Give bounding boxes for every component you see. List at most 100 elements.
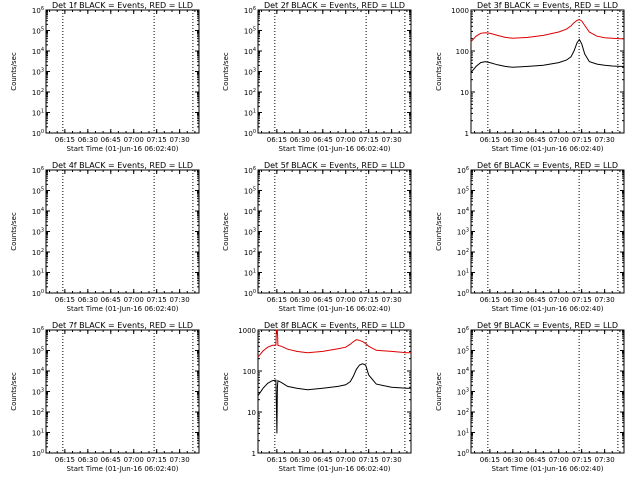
y-tick-exponent: 5 [41,347,44,353]
x-tick-label: 07:15 [359,296,379,304]
y-tick-label: 104 [457,207,469,216]
y-tick-exponent: 6 [466,166,469,172]
x-tick-label: 07:00 [549,456,569,464]
y-tick-exponent: 5 [466,347,469,353]
x-tick-label: 07:00 [124,136,144,144]
y-tick-label: 102 [32,248,44,257]
x-tick-label: 07:00 [336,296,356,304]
y-tick-label: 104 [457,367,469,376]
y-tick-exponent: 2 [41,248,44,254]
y-tick-base: 10 [457,249,466,257]
y-tick-base: 10 [457,348,466,356]
y-tick-label: 106 [32,6,44,15]
y-tick-label: 102 [457,408,469,417]
y-tick-base: 10 [244,89,253,97]
x-tick-label: 07:00 [336,136,356,144]
x-tick-label: 07:00 [124,296,144,304]
y-tick-label: 101 [244,269,256,278]
y-tick-exponent: 3 [41,68,44,74]
y-tick-exponent: 1 [466,429,469,435]
y-tick-base: 10 [244,208,253,216]
x-tick-label: 06:45 [313,136,333,144]
y-tick-base: 10 [32,167,41,175]
y-tick-exponent: 1 [41,429,44,435]
x-tick-label: 06:15 [55,136,75,144]
detector-panel-4: Det 4f BLACK = Events, RED = LLD10010110… [10,161,200,313]
y-tick-base: 10 [457,208,466,216]
y-tick-label: 102 [244,248,256,257]
x-tick-label: 06:15 [267,296,287,304]
y-tick-exponent: 6 [41,166,44,172]
y-tick-exponent: 0 [41,289,44,295]
y-tick-label: 100 [244,289,256,298]
x-tick-label: 06:45 [526,296,546,304]
y-tick-base: 10 [457,430,466,438]
x-tick-label: 07:15 [572,456,592,464]
y-tick-exponent: 6 [253,166,256,172]
y-tick-base: 10 [244,249,253,257]
panel-title: Det 3f BLACK = Events, RED = LLD [477,1,618,10]
y-tick-exponent: 0 [253,289,256,295]
detector-panel-9: Det 9f BLACK = Events, RED = LLD10010110… [435,321,625,473]
y-tick-label: 103 [32,68,44,77]
y-tick-exponent: 5 [41,27,44,33]
y-tick-base: 10 [457,327,466,335]
y-tick-label: 101 [32,109,44,118]
y-tick-exponent: 1 [466,269,469,275]
detector-panel-2: Det 2f BLACK = Events, RED = LLD10010110… [222,1,412,153]
y-axis-label: Counts/sec [435,212,443,251]
y-tick-label: 105 [457,187,469,196]
y-tick-base: 10 [32,48,41,56]
y-tick-label: 104 [32,367,44,376]
y-tick-exponent: 2 [41,408,44,414]
y-axis-label: Counts/sec [10,212,18,251]
plot-frame [45,329,200,454]
x-tick-label: 07:00 [549,136,569,144]
y-tick-base: 10 [32,89,41,97]
y-tick-base: 10 [32,188,41,196]
y-tick-base: 10 [32,249,41,257]
y-tick-label: 106 [32,166,44,175]
y-tick-base: 10 [32,327,41,335]
y-tick-label: 106 [457,326,469,335]
y-tick-base: 10 [244,7,253,15]
y-tick-base: 10 [32,430,41,438]
x-axis-label: Start Time (01-Jun-16 06:02:40) [67,305,179,313]
plot-frame [470,329,625,454]
y-tick-exponent: 1 [41,109,44,115]
x-axis-label: Start Time (01-Jun-16 06:02:40) [492,145,604,153]
y-tick-exponent: 0 [466,289,469,295]
y-tick-base: 10 [32,450,41,458]
x-tick-label: 06:15 [55,296,75,304]
y-tick-base: 10 [244,69,253,77]
y-tick-base: 10 [457,229,466,237]
x-tick-label: 07:30 [382,136,402,144]
y-tick-exponent: 1 [253,109,256,115]
x-tick-label: 06:45 [101,296,121,304]
y-axis-label: Counts/sec [435,52,443,91]
x-axis-label: Start Time (01-Jun-16 06:02:40) [492,465,604,473]
y-tick-exponent: 0 [253,129,256,135]
y-tick-label: 102 [244,88,256,97]
x-tick-label: 07:30 [170,136,190,144]
y-tick-exponent: 3 [253,68,256,74]
x-tick-label: 06:30 [78,296,98,304]
y-tick-exponent: 6 [253,6,256,12]
y-tick-base: 10 [244,48,253,56]
y-tick-base: 10 [457,290,466,298]
y-tick-label: 104 [32,47,44,56]
y-tick-label: 10 [247,409,256,417]
y-axis-label: Counts/sec [222,52,230,91]
x-tick-label: 06:15 [267,136,287,144]
y-tick-base: 10 [244,290,253,298]
x-tick-label: 06:15 [55,456,75,464]
x-tick-label: 07:00 [124,456,144,464]
y-tick-base: 10 [244,229,253,237]
y-tick-base: 10 [244,188,253,196]
y-tick-label: 100 [32,129,44,138]
y-tick-base: 10 [457,270,466,278]
detector-panel-7: Det 7f BLACK = Events, RED = LLD10010110… [10,321,200,473]
y-tick-label: 106 [32,326,44,335]
x-tick-label: 07:15 [147,456,167,464]
y-tick-exponent: 5 [466,187,469,193]
